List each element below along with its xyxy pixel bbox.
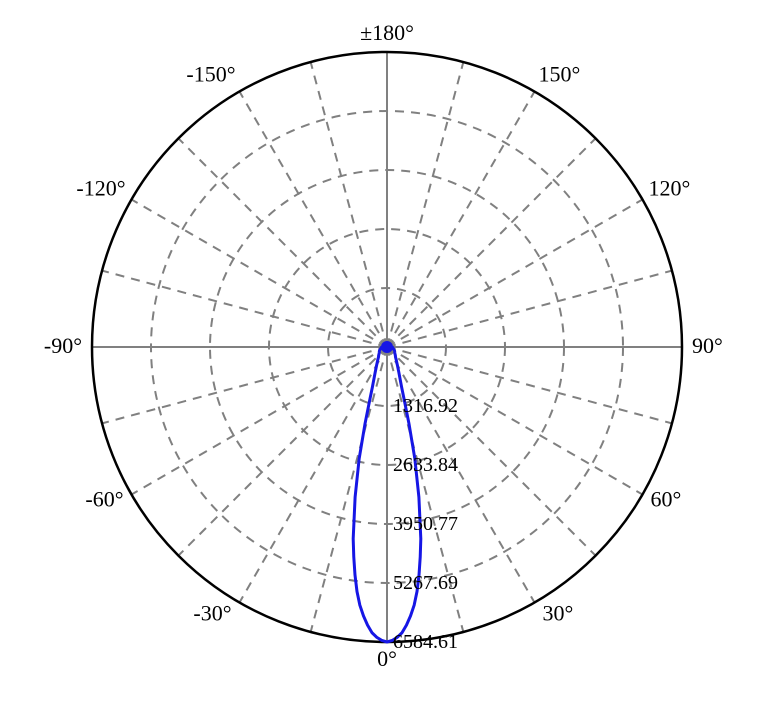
- radial-tick-label: 2633.84: [393, 454, 458, 476]
- grid-ray: [240, 347, 388, 602]
- grid-ray: [387, 200, 642, 348]
- radial-tick-label: 3950.77: [393, 513, 458, 535]
- angle-tick-label: 90°: [692, 333, 723, 358]
- angle-tick-label: 30°: [543, 600, 574, 625]
- grid-ray: [132, 200, 387, 348]
- radial-tick-label: 1316.92: [393, 395, 458, 417]
- grid-ray: [387, 271, 672, 347]
- radial-tick-labels: 1316.92 2633.84 3950.77 5267.69 6584.61: [393, 395, 458, 653]
- grid-ray: [387, 138, 596, 347]
- grid-ray: [311, 347, 387, 632]
- grid-ray: [311, 62, 387, 347]
- angle-tick-label: 60°: [650, 487, 681, 512]
- polar-chart: 1316.92 2633.84 3950.77 5267.69 6584.61 0° 30…: [0, 0, 770, 705]
- grid-ray: [178, 347, 387, 556]
- grid-ray: [178, 138, 387, 347]
- center-marker: [381, 341, 393, 353]
- grid-ray: [132, 347, 387, 495]
- radial-tick-label: 5267.69: [393, 572, 458, 594]
- angle-tick-label: -60°: [85, 487, 123, 512]
- angle-tick-label: -90°: [44, 333, 82, 358]
- angle-tick-label: -120°: [76, 176, 125, 201]
- angle-tick-label: -30°: [193, 600, 231, 625]
- grid-ray: [240, 92, 388, 347]
- angle-tick-label: 0°: [377, 646, 397, 671]
- grid-ray: [387, 92, 535, 347]
- grid-ray: [387, 62, 463, 347]
- angle-tick-label: -150°: [186, 62, 235, 87]
- grid-ray: [102, 271, 387, 347]
- radial-tick-label: 6584.61: [393, 631, 458, 653]
- angle-tick-label: 150°: [539, 62, 581, 87]
- grid-ray: [102, 347, 387, 423]
- angle-tick-label: 120°: [648, 176, 690, 201]
- center-dot: [381, 341, 393, 353]
- angle-tick-label: ±180°: [360, 20, 414, 45]
